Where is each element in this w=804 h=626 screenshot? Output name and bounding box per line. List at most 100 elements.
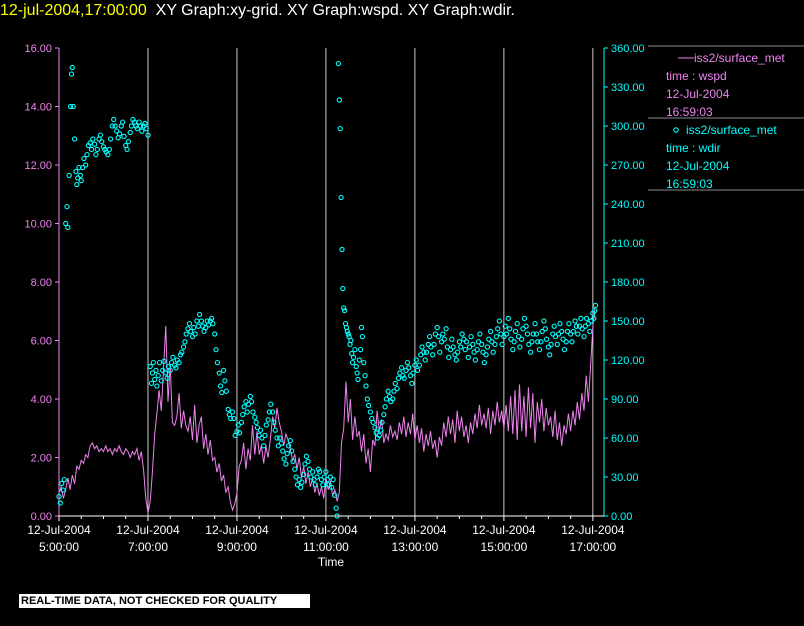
series-wdir-point [530,331,536,337]
series-wdir-point [373,430,379,436]
y-right-tick-label: 60.00 [611,433,639,445]
series-wdir-point [466,344,473,350]
series-wdir-point [339,246,345,253]
series-wdir-point [567,331,574,337]
series-wdir-point [180,344,187,350]
series-wdir-point [551,323,557,329]
series-wdir-point [426,333,433,340]
y-right-tick-label: 210.00 [611,238,645,250]
series-wdir-point [172,362,178,368]
series-wdir-point [581,333,587,340]
series-wdir-point [493,333,499,340]
series-wdir-point [265,417,271,423]
series-wdir-point [560,336,566,342]
series-wdir-point [325,482,332,488]
series-wdir-point [274,435,280,441]
series-wdir-point [435,333,442,340]
series-wdir-point [378,427,384,433]
series-wdir-point [154,383,160,389]
y-left-tick-label: 0.00 [31,511,52,523]
y-right-tick-label: 150.00 [611,316,645,328]
series-wdir-point [538,339,544,345]
series-wdir-point [143,125,149,132]
series-wdir-point [338,194,344,201]
series-wdir-point [489,339,495,345]
series-wdir-point [70,103,76,110]
series-wdir-point [216,370,222,376]
series-wdir-point [302,461,308,467]
series-wdir-point [582,323,588,329]
series-wdir-point [139,128,145,134]
series-wdir-point [587,328,593,335]
series-wdir-point [160,367,166,374]
series-wdir-point [287,437,293,444]
series-wdir-point [441,336,447,342]
series-wdir-point [354,370,360,376]
series-wdir-point [167,367,173,374]
series-wdir-point [77,172,84,179]
series-wdir-point [124,146,130,153]
series-wdir-point [414,367,421,374]
series-wdir-point [490,349,496,355]
series-wdir-point [63,220,69,227]
series-wdir-point [269,409,276,415]
legend-series-label: iss2/surface_met [686,123,777,137]
series-wdir-point [272,427,278,433]
series-wdir-point [474,346,480,353]
series-wdir-point [357,346,364,353]
series-wdir-point [592,307,598,314]
series-wdir-point [73,168,79,175]
series-wdir-point [539,328,545,335]
series-wdir-point [443,326,449,332]
series-wdir-point [158,378,164,384]
series-wdir-point [372,424,378,431]
series-wdir-point [278,440,285,446]
series-wdir-point [524,331,531,337]
series-wdir-point [203,324,209,331]
series-wdir-point [359,333,366,340]
series-wdir-point [475,339,482,345]
series-wdir-point [277,435,283,441]
series-wdir-point [370,419,376,426]
data-series [56,60,599,519]
series-wdir-point [362,372,368,379]
series-wdir-point [68,71,75,77]
series-wdir-point [97,132,104,138]
series-wdir-point [394,385,400,392]
series-wdir-point [578,315,584,322]
quality-notice: REAL-TIME DATA, NOT CHECKED FOR QUALITY [19,594,310,608]
series-wdir-point [519,336,525,342]
series-wdir-point [229,409,236,415]
series-wdir-point [356,357,362,363]
series-wdir-point [247,393,253,400]
series-wdir-point [309,469,316,475]
series-wdir-point [487,328,494,335]
series-wdir-point [432,331,439,337]
series-wdir-point [109,123,116,129]
series-wdir-point [262,432,268,439]
series-wdir-point [234,428,240,435]
series-wdir-point [284,450,290,457]
series-wdir-point [245,401,252,407]
y-right-tick-label: 360.00 [611,43,645,55]
series-wdir-point [385,388,391,394]
y-left-tick-label: 12.00 [24,160,52,172]
series-wdir-point [566,320,572,327]
series-wdir-point [526,341,532,348]
y-left-tick-label: 2.00 [31,453,52,465]
series-wdir-point [579,326,585,332]
series-wdir-point [365,402,372,409]
series-wdir-point [142,120,148,127]
series-wdir-point [107,136,114,142]
series-wdir-point [361,359,367,366]
series-wdir-point [470,341,476,348]
series-wdir-point [57,500,63,506]
series-wdir-point [503,331,510,337]
series-wdir-point [481,359,487,366]
series-wdir-point [523,323,529,329]
series-wdir-point [348,337,354,344]
series-wdir-point [449,336,455,342]
series-wdir-point [410,370,416,376]
series-wdir-point [91,141,98,147]
series-wdir-point [66,172,72,179]
